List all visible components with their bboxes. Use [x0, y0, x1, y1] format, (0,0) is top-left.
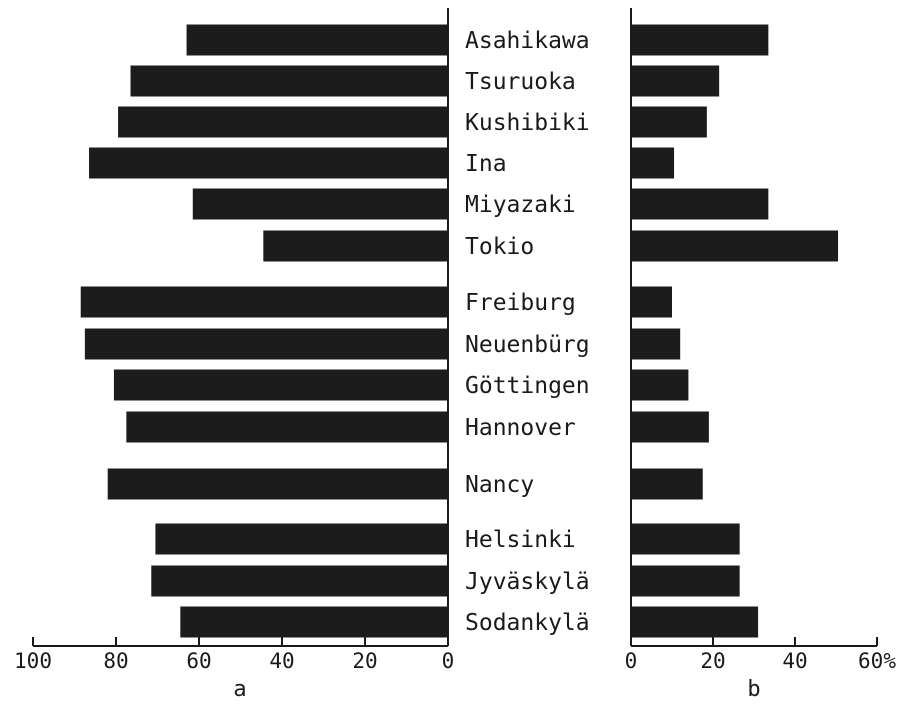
- bar-b-g-ttingen: [631, 369, 689, 401]
- category-label: Freiburg: [465, 290, 576, 316]
- category-labels: Asahikawa Tsuruoka Kushibiki Ina Miyazaki Tok…: [465, 28, 590, 636]
- panel-b-tick-label: 20: [700, 649, 725, 673]
- bar-a-neuenb-rg: [84, 328, 448, 360]
- bar-b-kushibiki: [631, 106, 707, 138]
- bar-a-kushibiki: [118, 106, 448, 138]
- category-label: Ina: [465, 151, 507, 177]
- category-label: Neuenbürg: [465, 332, 590, 358]
- category-label: Miyazaki: [465, 192, 576, 218]
- panel-a-tick-label: 0: [442, 649, 455, 673]
- bar-a-tokio: [263, 230, 448, 262]
- tick-labels: 100 80 60 40 20 0 0 20 40 60%: [14, 649, 896, 673]
- bar-a-sodankyl-: [180, 606, 448, 638]
- panel-b-tick-label: 40: [782, 649, 807, 673]
- bar-b-freiburg: [631, 286, 672, 318]
- panel-a-bars: [80, 24, 449, 638]
- category-label: Tokio: [465, 234, 534, 260]
- bar-b-asahikawa: [631, 24, 769, 56]
- bar-b-jyv-skyl-: [631, 565, 740, 597]
- bar-b-neuenb-rg: [631, 328, 681, 360]
- panel-a-tick-label: 40: [269, 649, 294, 673]
- category-label: Hannover: [465, 415, 576, 441]
- category-label: Jyväskylä: [465, 569, 590, 595]
- panel-a-tick-label: 100: [14, 649, 52, 673]
- panel-b-label: b: [747, 677, 760, 702]
- category-label: Nancy: [465, 472, 534, 498]
- bar-a-ina: [89, 147, 449, 179]
- bar-a-jyv-skyl-: [151, 565, 448, 597]
- bar-b-miyazaki: [631, 188, 769, 220]
- bar-b-nancy: [631, 468, 703, 500]
- axes: [32, 8, 878, 647]
- category-label: Kushibiki: [465, 110, 590, 136]
- bar-b-tsuruoka: [631, 65, 720, 97]
- category-label: Sodankylä: [465, 610, 590, 636]
- category-label: Göttingen: [465, 373, 590, 399]
- bar-a-hannover: [126, 411, 448, 443]
- bar-b-tokio: [631, 230, 839, 262]
- panel-a-label: a: [233, 677, 246, 702]
- bar-b-helsinki: [631, 523, 740, 555]
- category-label: Helsinki: [465, 527, 576, 553]
- category-label: Tsuruoka: [465, 69, 576, 95]
- bar-a-miyazaki: [192, 188, 448, 220]
- bar-a-freiburg: [80, 286, 448, 318]
- bar-a-tsuruoka: [130, 65, 448, 97]
- bar-a-helsinki: [155, 523, 449, 555]
- panel-a-tick-label: 20: [352, 649, 377, 673]
- panel-a-tick-label: 80: [103, 649, 128, 673]
- panel-a-tick-label: 60: [186, 649, 211, 673]
- bar-b-hannover: [631, 411, 709, 443]
- panel-b-tick-label: 0: [625, 649, 638, 673]
- bar-a-g-ttingen: [113, 369, 449, 401]
- bar-a-nancy: [107, 468, 448, 500]
- bar-b-sodankyl-: [631, 606, 759, 638]
- bar-a-asahikawa: [186, 24, 449, 56]
- panel-b-tick-label: 60%: [858, 649, 896, 673]
- bar-b-ina: [631, 147, 675, 179]
- panel-b-bars: [631, 24, 839, 638]
- category-label: Asahikawa: [465, 28, 590, 54]
